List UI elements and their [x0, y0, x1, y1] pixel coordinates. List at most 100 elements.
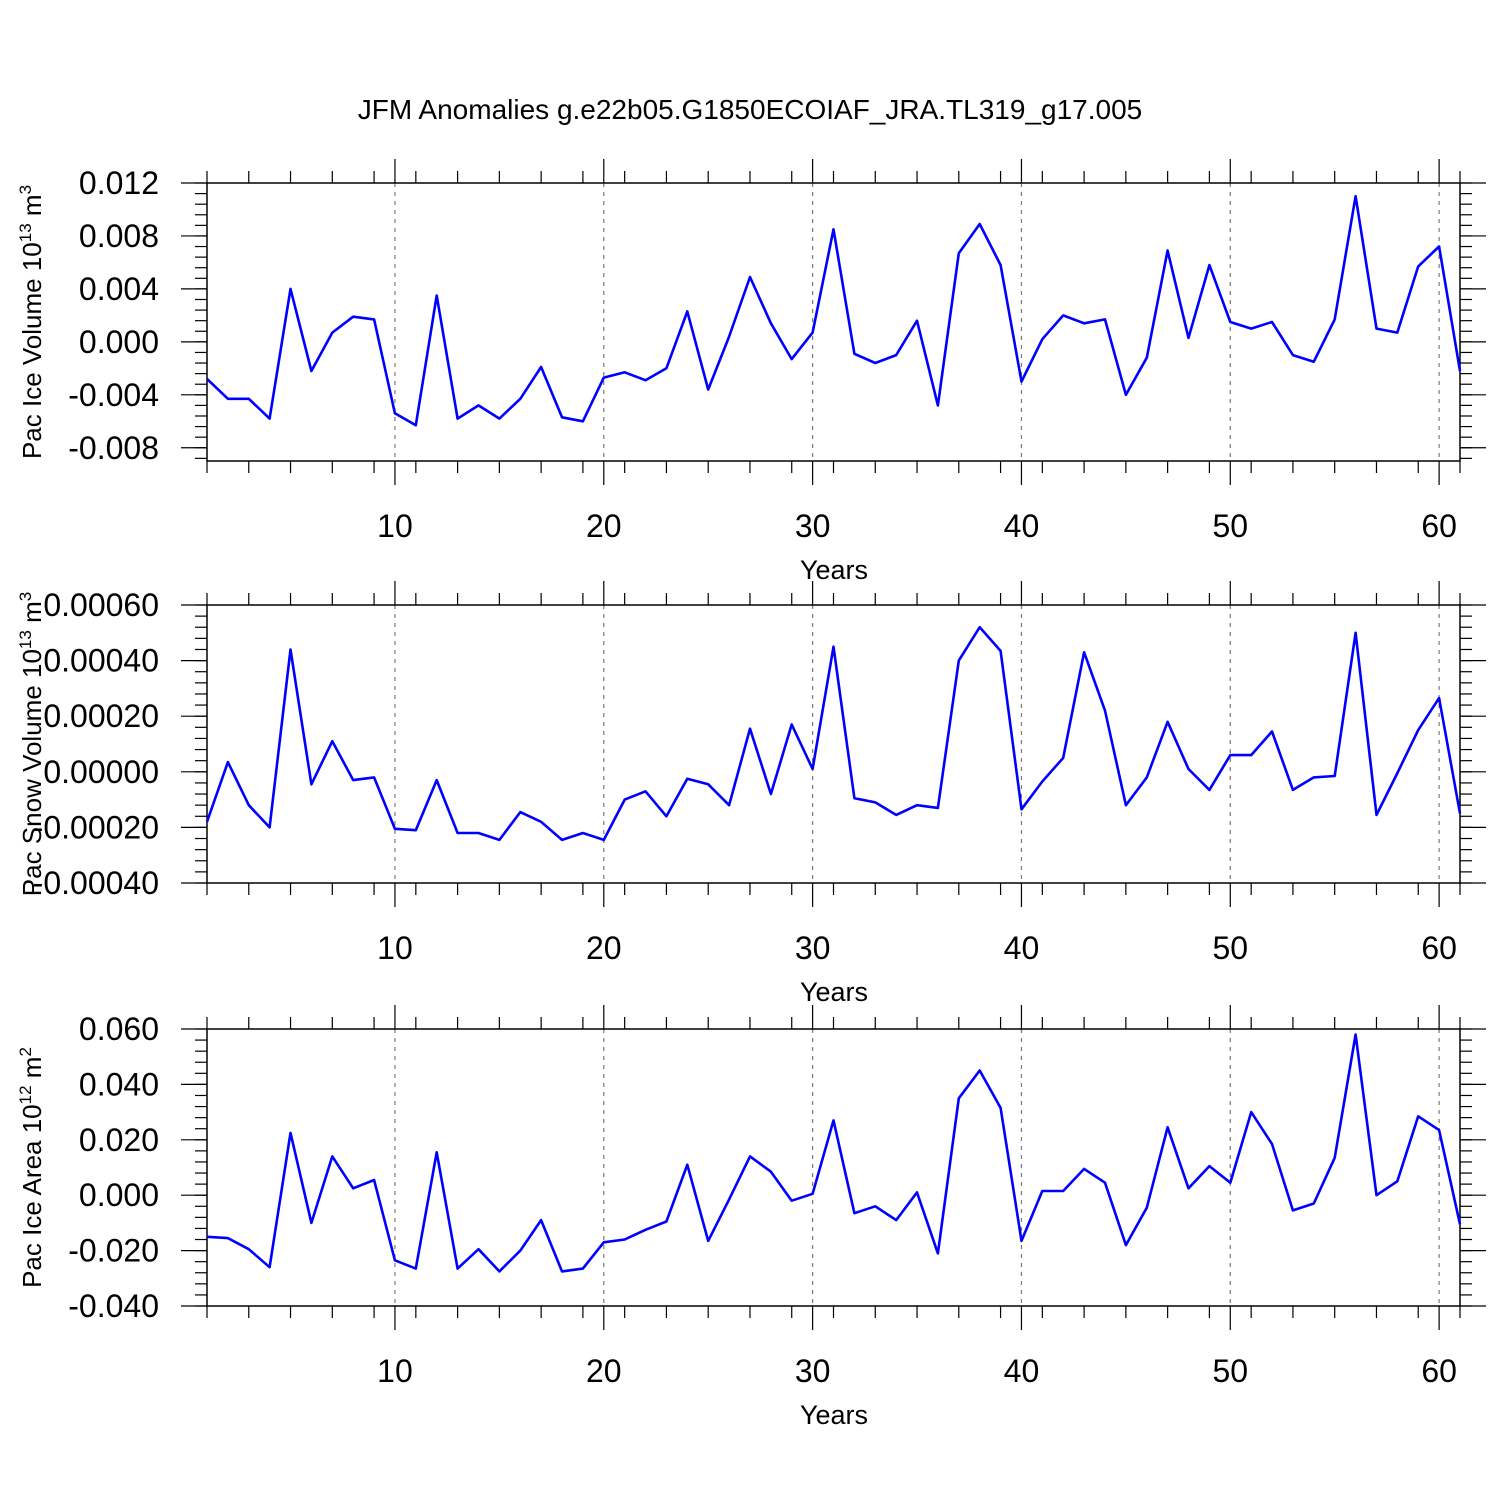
x-tick-label: 50 — [1212, 508, 1248, 544]
data-point — [664, 1219, 668, 1223]
x-tick-label: 20 — [586, 1353, 622, 1389]
data-point — [1165, 720, 1169, 724]
data-point — [330, 330, 334, 334]
data-point — [936, 806, 940, 810]
data-point — [309, 1221, 313, 1225]
data-point — [1145, 356, 1149, 360]
y-tick-label: 0.00020 — [43, 698, 159, 734]
y-tick-label: 0.012 — [79, 165, 159, 201]
data-point — [205, 1235, 209, 1239]
data-point — [455, 416, 459, 420]
y-tick-label: -0.00040 — [33, 865, 159, 901]
data-point — [1165, 1125, 1169, 1129]
y-axis-label-unit: m — [17, 194, 47, 223]
data-point — [1019, 1239, 1023, 1243]
data-point — [622, 370, 626, 374]
data-point — [685, 1163, 689, 1167]
x-tick-label: 60 — [1421, 930, 1457, 966]
data-point — [497, 1269, 501, 1273]
data-point — [810, 1192, 814, 1196]
data-point — [372, 1178, 376, 1182]
data-point — [1353, 1032, 1357, 1036]
data-point — [330, 1154, 334, 1158]
data-point — [1040, 1189, 1044, 1193]
data-point — [1082, 321, 1086, 325]
data-point — [1186, 1186, 1190, 1190]
x-axis-label: Years — [800, 1400, 868, 1430]
data-point — [1249, 753, 1253, 757]
data-point — [1374, 326, 1378, 330]
y-tick-label: 0.000 — [79, 324, 159, 360]
data-point — [1103, 708, 1107, 712]
data-point — [288, 647, 292, 651]
y-tick-label: 0.060 — [79, 1011, 159, 1047]
x-tick-label: 60 — [1421, 508, 1457, 544]
y-tick-label: -0.020 — [68, 1233, 159, 1269]
data-point — [372, 317, 376, 321]
data-point — [977, 222, 981, 226]
x-tick-label: 50 — [1212, 1353, 1248, 1389]
data-point — [560, 1269, 564, 1273]
data-point — [1312, 360, 1316, 364]
y-tick-label: -0.008 — [68, 430, 159, 466]
data-point — [852, 796, 856, 800]
data-point — [372, 775, 376, 779]
data-point — [205, 377, 209, 381]
data-point — [414, 1266, 418, 1270]
data-point — [539, 365, 543, 369]
data-point — [727, 334, 731, 338]
data-point — [602, 375, 606, 379]
y-tick-label: 0.004 — [79, 271, 159, 307]
data-point — [288, 287, 292, 291]
chart-panels: 10 20 30 40 50 60 -0.008 -0.004 0.000 0.004 0.008 0… — [16, 159, 1486, 1430]
data-point — [915, 1190, 919, 1194]
data-point — [267, 1265, 271, 1269]
data-point — [873, 1204, 877, 1208]
data-point — [1437, 1128, 1441, 1132]
y-axis-label-main: Pac Ice Area 10 — [17, 1104, 47, 1288]
data-point — [1103, 1181, 1107, 1185]
y-axis-label-main: Pac Snow Volume 10 — [17, 649, 47, 896]
data-point — [1082, 1167, 1086, 1171]
data-point — [1207, 788, 1211, 792]
data-point — [1291, 788, 1295, 792]
data-point — [1353, 631, 1357, 635]
data-point — [1333, 317, 1337, 321]
data-point — [915, 318, 919, 322]
y-axis-label-unit-exponent: 3 — [16, 185, 35, 194]
data-point — [393, 411, 397, 415]
data-point — [831, 227, 835, 231]
data-point — [769, 1169, 773, 1173]
x-tick-label: 10 — [377, 1353, 413, 1389]
data-point — [393, 827, 397, 831]
y-tick-label: 0.040 — [79, 1066, 159, 1102]
data-point — [1374, 1193, 1378, 1197]
data-point — [1291, 1208, 1295, 1212]
x-tick-label: 40 — [1004, 1353, 1040, 1389]
data-point — [226, 760, 230, 764]
data-point — [1207, 1164, 1211, 1168]
data-point — [247, 1247, 251, 1251]
y-tick-label: 0.00040 — [43, 643, 159, 679]
data-point — [267, 416, 271, 420]
data-point — [414, 423, 418, 427]
y-tick-label: 0.000 — [79, 1177, 159, 1213]
data-point — [455, 1266, 459, 1270]
data-point — [309, 782, 313, 786]
data-point — [455, 831, 459, 835]
y-tick-label: 0.020 — [79, 1122, 159, 1158]
x-tick-label: 10 — [377, 930, 413, 966]
data-point — [1228, 1181, 1232, 1185]
data-point — [790, 357, 794, 361]
data-point — [957, 1096, 961, 1100]
data-point — [1186, 336, 1190, 340]
data-point — [602, 1240, 606, 1244]
data-point — [831, 1118, 835, 1122]
panel-1: 10 20 30 40 50 60 -0.008 -0.004 0.000 0.004 0.008 0… — [16, 159, 1486, 585]
data-point — [915, 803, 919, 807]
data-point — [1249, 1110, 1253, 1114]
y-axis-label-unit: m — [17, 601, 47, 630]
data-point — [1333, 774, 1337, 778]
data-point — [810, 330, 814, 334]
y-tick-label: -0.040 — [68, 1288, 159, 1324]
